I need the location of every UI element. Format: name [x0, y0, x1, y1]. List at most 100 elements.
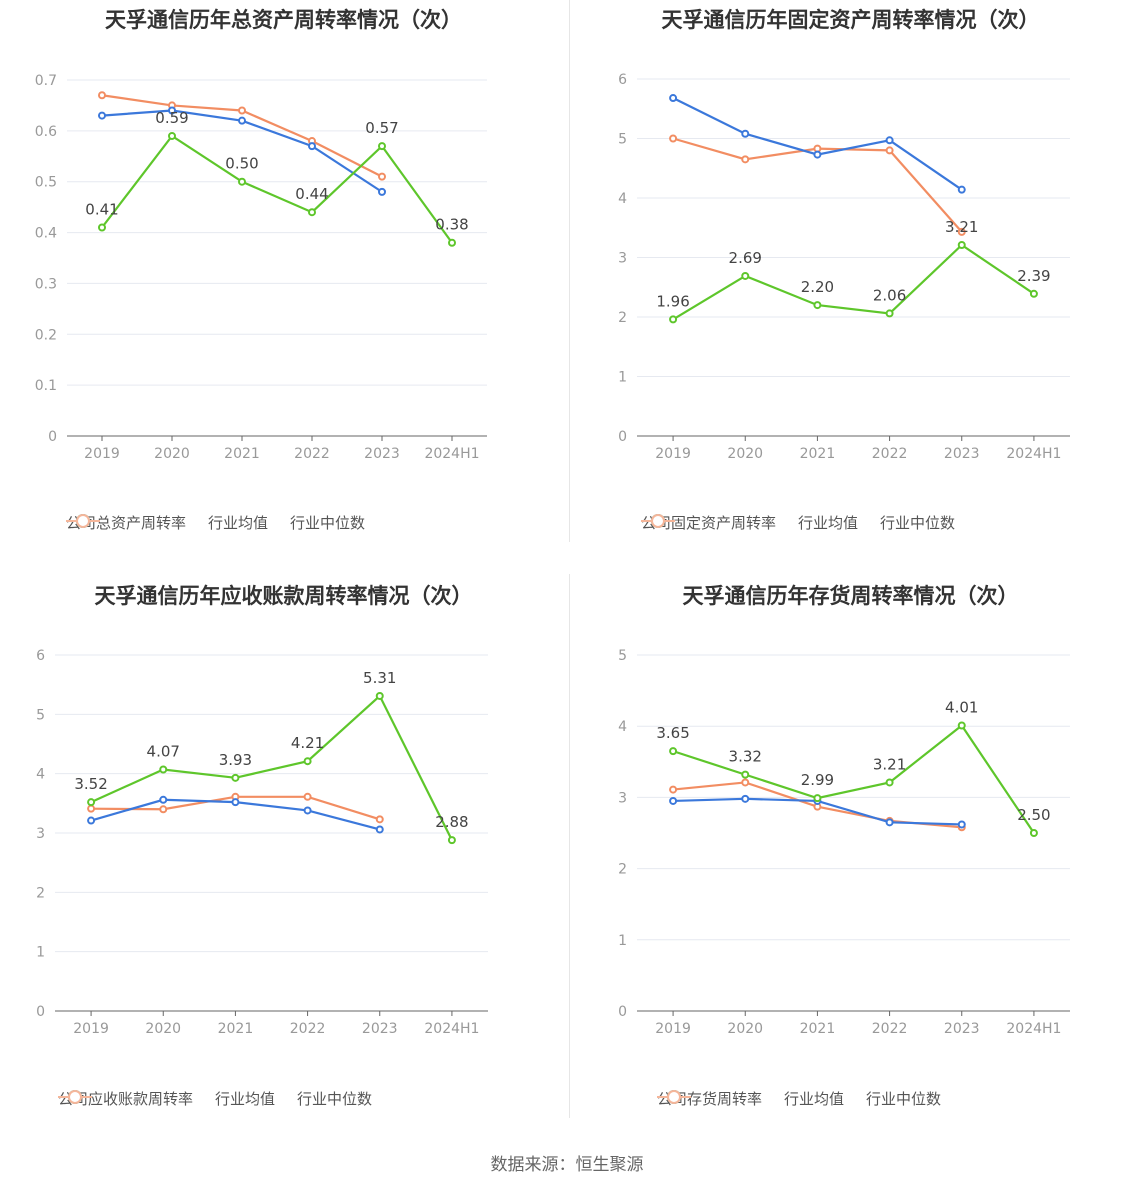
- legend-item-median[interactable]: 行业中位数: [657, 1088, 941, 1109]
- legend-item-median[interactable]: 行业中位数: [66, 512, 365, 533]
- x-tick-label: 2023: [944, 1021, 980, 1037]
- data-label: 0.38: [435, 216, 468, 234]
- data-point: [238, 116, 246, 125]
- data-point: [885, 818, 894, 827]
- data-point: [813, 150, 822, 159]
- data-point: [741, 155, 750, 164]
- data-point: [87, 804, 96, 813]
- chart-legend: 公司固定资产周转率 行业均值 行业中位数: [641, 512, 955, 533]
- data-point: [813, 301, 822, 310]
- y-tick-label: 2: [618, 862, 627, 878]
- x-tick-label: 2019: [655, 1021, 691, 1037]
- y-tick-label: 6: [36, 648, 45, 664]
- legend-item-median[interactable]: 行业中位数: [58, 1088, 372, 1109]
- data-label: 4.21: [291, 734, 324, 752]
- y-tick-label: 2: [618, 310, 627, 326]
- legend-label: 行业中位数: [880, 514, 956, 532]
- data-point: [1029, 289, 1038, 298]
- x-tick-label: 2024H1: [424, 446, 479, 462]
- legend-item-avg[interactable]: 行业均值: [657, 1088, 845, 1109]
- y-tick-label: 1: [618, 933, 627, 949]
- y-tick-label: 5: [36, 707, 45, 723]
- chart-panel-fixed-assets: 天孚通信历年固定资产周转率情况（次） 0 1 2 3 4 5 6 2019 2020 2021 20…: [567, 0, 1134, 576]
- x-tick-label: 2020: [154, 446, 190, 462]
- x-tick-label: 2022: [872, 446, 908, 462]
- legend-line-icon: [657, 1090, 691, 1104]
- x-tick-label: 2024H1: [1006, 1021, 1061, 1037]
- data-point: [378, 142, 386, 151]
- chart-title: 天孚通信历年固定资产周转率情况（次）: [661, 8, 1040, 32]
- chart-panel-receivables: 天孚通信历年应收账款周转率情况（次） 0 1 2 3 4 5 6 2019 2020 2021 20…: [0, 576, 567, 1152]
- series-line: [672, 243, 1035, 321]
- y-tick-label: 0: [618, 1004, 627, 1020]
- x-tick-label: 2023: [364, 446, 400, 462]
- chart-svg: 0 1 2 3 4 5 2019 2020 2021 2022 2023 2024H1 3.65 3.32…: [618, 648, 1070, 1037]
- x-tick-label: 2020: [727, 1021, 763, 1037]
- legend-item-avg[interactable]: 行业均值: [641, 512, 859, 533]
- data-point: [231, 798, 240, 807]
- data-point: [168, 131, 176, 140]
- x-tick-label: 2021: [800, 1021, 836, 1037]
- data-label: 2.88: [435, 813, 468, 831]
- data-point: [741, 778, 750, 787]
- legend-line-icon: [58, 1090, 92, 1104]
- data-point: [98, 111, 106, 120]
- legend-item-median[interactable]: 行业中位数: [641, 512, 956, 533]
- y-tick-label: 4: [618, 191, 627, 207]
- x-tick-label: 2023: [362, 1021, 398, 1037]
- legend-item-avg[interactable]: 行业均值: [58, 1088, 275, 1109]
- y-tick-label: 3: [618, 251, 627, 267]
- data-point: [308, 208, 316, 217]
- series-line: [672, 723, 1035, 834]
- data-point: [87, 798, 96, 807]
- data-point: [98, 91, 106, 100]
- legend-label: 公司存货周转率: [657, 1090, 763, 1108]
- data-point: [303, 806, 312, 815]
- x-tick-label: 2022: [872, 1021, 908, 1037]
- chart-svg: 0 0.1 0.2 0.3 0.4 0.5 0.6 0.7 2019 2020 2021 2022 20…: [35, 73, 487, 462]
- data-point: [375, 815, 384, 824]
- y-tick-label: 2: [36, 885, 45, 901]
- data-point: [231, 773, 240, 782]
- y-tick-label: 0.3: [35, 276, 57, 292]
- data-point: [308, 142, 316, 151]
- data-point: [378, 172, 386, 181]
- vertical-divider-top: [569, 0, 570, 542]
- data-label: 2.99: [801, 771, 834, 789]
- data-label: 0.41: [85, 200, 118, 218]
- y-tick-label: 1: [36, 945, 45, 961]
- data-label: 2.50: [1017, 806, 1050, 824]
- legend-label: 行业均值: [208, 514, 269, 532]
- data-point: [448, 238, 456, 247]
- chart-svg: 0 1 2 3 4 5 6 2019 2020 2021 2022 2023 2024H1 1.96 2.6…: [618, 72, 1070, 462]
- data-point: [447, 836, 456, 845]
- chart-legend: 公司存货周转率 行业均值 行业中位数: [657, 1088, 941, 1109]
- x-tick-label: 2020: [145, 1021, 181, 1037]
- data-point: [669, 785, 678, 794]
- y-tick-label: 1: [618, 370, 627, 386]
- data-label: 3.65: [656, 724, 689, 742]
- data-point: [957, 241, 966, 250]
- x-tick-label: 2024H1: [424, 1021, 479, 1037]
- data-point: [741, 129, 750, 138]
- data-point: [168, 106, 176, 115]
- data-point: [957, 820, 966, 829]
- data-point: [957, 185, 966, 194]
- chart-panel-inventory: 天孚通信历年存货周转率情况（次） 0 1 2 3 4 5 2019 2020 2021 2022 2…: [567, 576, 1134, 1152]
- x-tick-label: 2022: [290, 1021, 326, 1037]
- legend-label: 行业均值: [798, 514, 859, 532]
- chart-panel-total-assets: 天孚通信历年总资产周转率情况（次） 0 0.1 0.2 0.3 0.4 0.5 0.6 0.7…: [0, 0, 567, 576]
- legend-item-avg[interactable]: 行业均值: [66, 512, 269, 533]
- legend-label: 行业均值: [784, 1090, 845, 1108]
- data-label: 4.01: [945, 698, 978, 716]
- y-tick-label: 6: [618, 72, 627, 88]
- y-tick-label: 0: [36, 1004, 45, 1020]
- data-label: 3.52: [74, 775, 107, 793]
- data-point: [669, 747, 678, 756]
- y-tick-label: 0.5: [35, 175, 57, 191]
- x-tick-label: 2021: [218, 1021, 254, 1037]
- data-label: 2.06: [873, 286, 906, 304]
- data-point: [303, 792, 312, 801]
- data-point: [669, 134, 678, 143]
- data-label: 3.93: [219, 751, 252, 769]
